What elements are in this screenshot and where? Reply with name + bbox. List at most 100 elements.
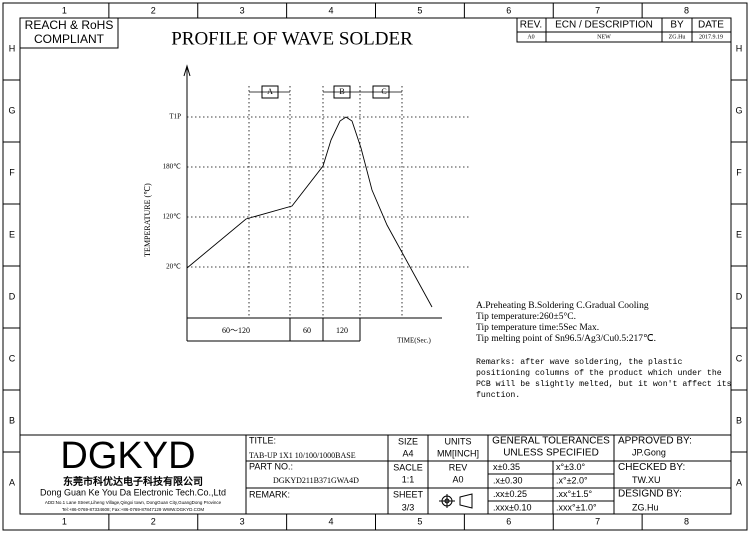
company-address: ADD:No.1 Lane Street,Liheng Village,Qing… [45, 500, 222, 505]
rev-cell: 2017.9.19 [699, 34, 723, 40]
field-value: A4 [402, 448, 413, 458]
company-name-en: Dong Guan Ke You Da Electronic Tech.Co.,… [40, 487, 226, 497]
tolerance-header: GENERAL TOLERANCES [492, 436, 610, 447]
rev-cell: NEW [597, 34, 611, 40]
temperature-label: 180℃ [163, 163, 182, 171]
column-ref: 6 [506, 516, 511, 526]
field-label: SACLE [393, 462, 423, 472]
note-line: Tip melting point of Sn96.5/Ag3/Cu0.5:21… [476, 333, 656, 344]
row-ref: A [9, 477, 15, 487]
column-ref: 5 [417, 5, 422, 15]
tolerance-value: .xx±0.25 [493, 489, 527, 499]
field-label: REV [449, 462, 468, 472]
solder-profile-curve [186, 116, 433, 308]
rev-header: ECN / DESCRIPTION [555, 20, 653, 31]
profile-diagram: TEMPERATURE (℃) T1P 180℃ 120℃ 20℃ A B C … [143, 64, 470, 345]
row-ref: G [735, 105, 742, 115]
column-ref: 7 [595, 5, 600, 15]
compliance-text: COMPLIANT [34, 32, 105, 46]
field-label: SIZE [398, 436, 418, 446]
drawing-title: PROFILE OF WAVE SOLDER [171, 28, 413, 49]
time-segment: 120 [336, 326, 348, 335]
column-ref: 3 [240, 5, 245, 15]
field-value: 1:1 [402, 474, 415, 484]
note-line: Tip temperature:260±5°C. [476, 311, 576, 322]
remark-line: positioning columns of the product which… [476, 368, 722, 378]
rev-header: REV. [520, 20, 542, 31]
remark-line: Remarks: after wave soldering, the plast… [476, 357, 682, 367]
approval-name: TW.XU [632, 475, 661, 485]
note-line: Tip temperature time:5Sec Max. [476, 323, 599, 333]
tolerance-value: x±0.35 [493, 462, 520, 472]
field-value: MM[INCH] [437, 448, 479, 458]
column-ref: 2 [151, 5, 156, 15]
row-ref: H [9, 43, 16, 53]
projection-symbol [439, 493, 473, 509]
row-ref: B [9, 415, 15, 425]
company-logo: DGKYD [60, 435, 195, 477]
column-ref: 2 [151, 516, 156, 526]
row-ref: F [736, 167, 742, 177]
column-ref: 8 [684, 516, 689, 526]
remark-line: function. [476, 390, 520, 400]
title-block: DGKYD 东莞市科优达电子科技有限公司 Dong Guan Ke You Da… [20, 434, 731, 514]
title-block-rows: x±0.35 x°±3.0° .x±0.30 .x°±2.0° .xx±0.25 .xx°… [493, 436, 692, 513]
time-segment: 60～120 [222, 326, 250, 335]
tolerance-value: .xx°±1.5° [556, 489, 593, 499]
rev-header: BY [670, 20, 684, 31]
compliance-text: REACH & RoHS [25, 18, 114, 32]
field-label: UNITS [445, 436, 472, 446]
zone-label: B [339, 87, 344, 96]
row-ref: H [736, 43, 743, 53]
field-label: SHEET [393, 489, 424, 499]
company-name-cn: 东莞市科优达电子科技有限公司 [63, 475, 203, 488]
row-ref: G [8, 105, 15, 115]
y-axis-label: TEMPERATURE (℃) [143, 183, 152, 257]
temperature-label: T1P [169, 113, 181, 121]
column-ref: 4 [329, 5, 334, 15]
tolerance-value: .xxx°±1.0° [556, 502, 597, 512]
grid-references: 1 1 2 2 3 3 4 4 5 5 6 6 7 7 8 8 H H G G F F E E D D C C B B A A [3, 3, 747, 530]
temperature-label: 120℃ [163, 213, 182, 221]
field-label: PART NO.: [249, 461, 293, 471]
row-ref: F [9, 167, 15, 177]
field-value: TAB-UP 1X1 10/100/1000BASE [249, 451, 356, 460]
row-ref: C [9, 353, 16, 363]
note-line: A.Preheating B.Soldering C.Gradual Cooli… [476, 301, 649, 311]
zone-label: A [267, 87, 273, 96]
approval-label: CHECKED BY: [618, 462, 685, 473]
field-value: DGKYD211B371GWA4D [273, 476, 359, 485]
column-ref: 3 [240, 516, 245, 526]
row-ref: E [736, 229, 742, 239]
approval-label: APPROVED BY: [618, 436, 692, 447]
tolerance-value: .xxx±0.10 [493, 502, 531, 512]
row-ref: B [736, 415, 742, 425]
row-ref: A [736, 477, 742, 487]
approval-name: JP.Gong [632, 447, 666, 457]
column-ref: 7 [595, 516, 600, 526]
rev-cell: ZG.Hu [669, 34, 686, 40]
zone-label: C [381, 87, 386, 96]
field-label: TITLE: [249, 435, 276, 445]
time-segment: 60 [303, 326, 311, 335]
row-ref: E [9, 229, 15, 239]
tolerance-header: UNLESS SPECIFIED [503, 448, 599, 459]
column-ref: 1 [62, 5, 67, 15]
tolerance-value: .x±0.30 [493, 475, 522, 485]
row-ref: D [736, 291, 743, 301]
column-ref: 6 [506, 5, 511, 15]
rev-cell: A0 [527, 34, 534, 40]
column-ref: 1 [62, 516, 67, 526]
tolerance-value: .x°±2.0° [556, 475, 588, 485]
notes: A.Preheating B.Soldering C.Gradual Cooli… [476, 301, 732, 400]
company-contact: Tel:+86-0769-87334608; Fax:+86-0769-8784… [62, 507, 205, 512]
column-ref: 5 [417, 516, 422, 526]
row-ref: D [9, 291, 16, 301]
approval-label: DESIGND BY: [618, 489, 682, 500]
field-label: REMARK: [249, 489, 290, 499]
row-ref: C [736, 353, 743, 363]
temperature-label: 20℃ [166, 263, 181, 271]
revision-table: REV. ECN / DESCRIPTION BY DATE A0 NEW ZG… [516, 17, 732, 43]
field-value: 3/3 [402, 502, 415, 512]
